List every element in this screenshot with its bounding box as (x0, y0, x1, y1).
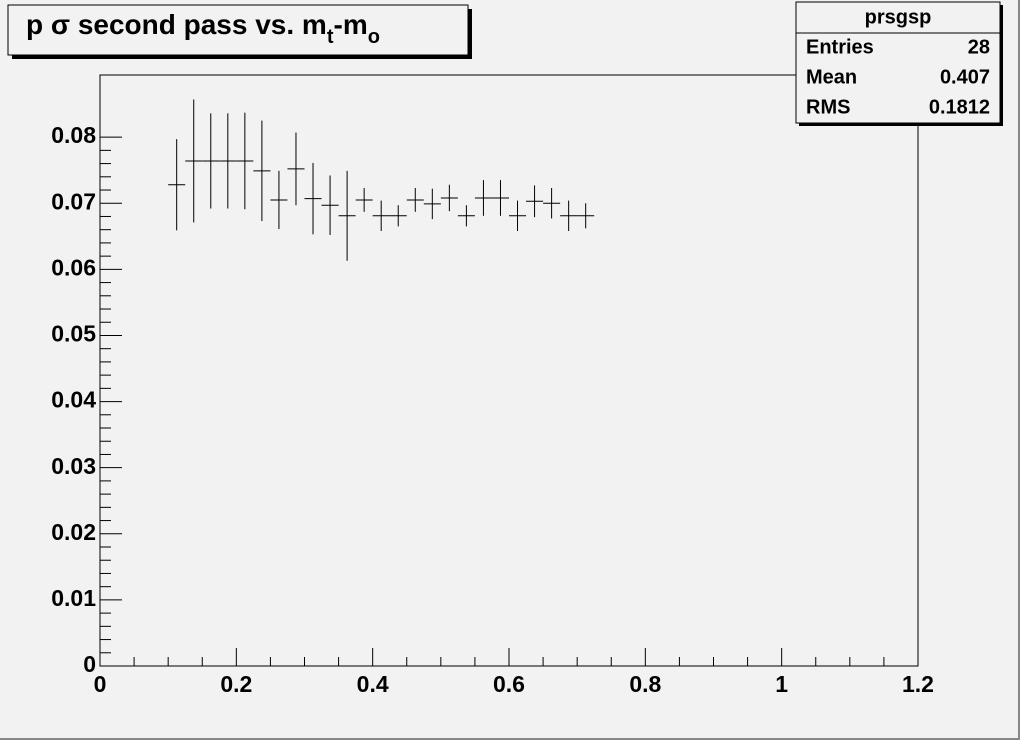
y-tick-label: 0.08 (51, 122, 96, 148)
stats-value: 0.407 (940, 66, 990, 88)
y-tick-label: 0 (83, 651, 96, 677)
title-part: t (327, 26, 334, 48)
stats-box (795, 1, 1001, 124)
title-box (7, 4, 469, 56)
x-tick-label: 0 (94, 671, 107, 697)
x-tick-label: 0.4 (357, 671, 389, 697)
y-tick-label: 0.07 (51, 188, 96, 214)
y-tick-label: 0.04 (51, 387, 96, 413)
x-tick-label: 0.8 (629, 671, 661, 697)
stats-value: 28 (968, 36, 990, 58)
stats-label: RMS (806, 96, 850, 118)
title-part: -m (334, 9, 368, 40)
frame (99, 74, 919, 667)
stats-value: 0.1812 (929, 96, 990, 118)
y-tick-label: 0.02 (51, 519, 96, 545)
stats-label: Entries (806, 36, 874, 58)
x-tick-label: 1 (775, 671, 788, 697)
x-tick-label: 0.6 (493, 671, 525, 697)
y-tick-label: 0.01 (51, 585, 96, 611)
stats-label: Mean (806, 66, 857, 88)
y-tick-label: 0.05 (51, 321, 96, 347)
title-part: o (368, 26, 380, 48)
x-tick-label: 0.2 (220, 671, 252, 697)
stats-name: prsgsp (865, 6, 932, 28)
x-tick-label: 1.2 (902, 671, 934, 697)
y-tick-label: 0.03 (51, 453, 96, 479)
title-part: p σ second pass vs. m (26, 9, 327, 40)
chart-title: p σ second pass vs. mt-mo (26, 9, 380, 48)
y-tick-label: 0.06 (51, 254, 96, 280)
